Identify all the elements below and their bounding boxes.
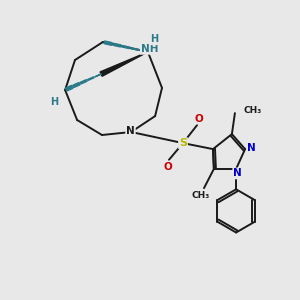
Polygon shape <box>80 80 87 84</box>
Text: S: S <box>179 138 187 148</box>
Polygon shape <box>104 41 112 45</box>
Polygon shape <box>100 52 148 76</box>
Polygon shape <box>140 50 148 52</box>
Polygon shape <box>131 48 139 50</box>
Text: N: N <box>126 125 135 136</box>
Text: H: H <box>50 97 58 107</box>
Polygon shape <box>95 74 101 77</box>
Polygon shape <box>65 85 73 91</box>
Text: O: O <box>163 161 172 172</box>
Polygon shape <box>88 77 94 80</box>
Text: N: N <box>233 168 242 178</box>
Polygon shape <box>113 43 121 47</box>
Text: NH: NH <box>141 44 158 54</box>
Polygon shape <box>73 82 80 88</box>
Text: H: H <box>150 34 159 44</box>
Text: O: O <box>194 113 203 124</box>
Text: CH₃: CH₃ <box>244 106 262 116</box>
Text: N: N <box>247 142 256 153</box>
Polygon shape <box>122 46 130 49</box>
Text: CH₃: CH₃ <box>192 191 210 200</box>
